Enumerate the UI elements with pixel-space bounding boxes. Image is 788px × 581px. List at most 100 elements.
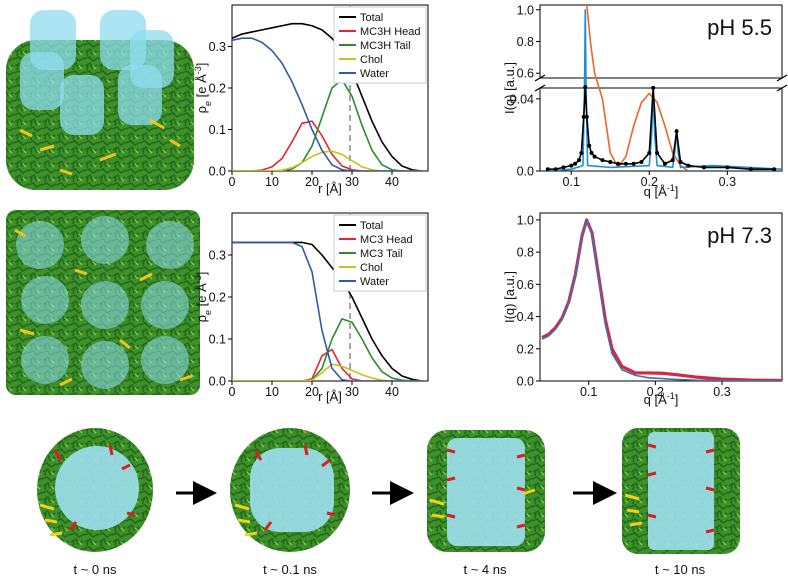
headgroup — [253, 444, 336, 531]
x-tick-label: 40 — [385, 385, 399, 399]
headgroup — [446, 448, 526, 529]
x-tick-label: 0.3 — [713, 385, 730, 399]
annotation: pH 7.3 — [707, 223, 772, 248]
x-axis-label: q [Å-1] — [644, 183, 679, 199]
series-line — [232, 37, 422, 171]
data-point — [587, 143, 592, 148]
plot-frame — [539, 212, 783, 382]
time-label: t ~ 4 ns — [464, 562, 507, 577]
legend-label: Water — [360, 68, 389, 80]
y-axis-label: I(q) [a.u.] — [502, 271, 517, 323]
data-point — [608, 159, 613, 164]
series-line — [547, 86, 775, 170]
y-axis-label: ρe [e Å-3] — [193, 272, 213, 323]
data-point — [579, 150, 584, 155]
label-part: ρ — [194, 106, 209, 113]
series-line — [232, 78, 422, 171]
data-point — [581, 114, 586, 119]
x-tick-label: 10 — [265, 175, 279, 189]
x-tick-label: 0 — [229, 385, 236, 399]
snapshot — [230, 428, 350, 552]
label-part: -3 — [193, 275, 203, 283]
y-tick-label: 0.2 — [209, 291, 226, 305]
cholesterol — [39, 503, 63, 537]
time-label: t ~ 0 ns — [74, 562, 117, 577]
y-tick-label: 0.0 — [517, 165, 534, 179]
x-tick-label: 20 — [305, 385, 319, 399]
legend-label: MC3 Head — [360, 234, 413, 246]
y-tick-label: 0.3 — [209, 40, 226, 54]
x-axis-label: r [Å] — [318, 389, 342, 404]
x-tick-label: 0.2 — [641, 175, 658, 189]
legend-label: Chol — [360, 262, 383, 274]
y-axis-label: ρe [e Å-3] — [193, 63, 213, 114]
label-part: [e Å — [194, 283, 209, 310]
water-core — [21, 336, 69, 384]
water-core — [81, 341, 129, 389]
time-label: t ~ 10 ns — [655, 562, 706, 577]
water-core — [146, 221, 194, 269]
legend-label: MC3H Tail — [360, 40, 411, 52]
label-part: -3 — [193, 66, 203, 74]
y-tick-label: 0.0 — [209, 165, 226, 179]
y-tick-label: 0.0 — [517, 375, 534, 389]
legend-label: Water — [360, 276, 389, 288]
label-part: ] — [675, 184, 679, 199]
data-point — [616, 161, 621, 166]
data-point — [670, 158, 675, 163]
legend: Total MC3 Head MC3 Tail Chol Water — [333, 214, 427, 292]
legend-label: MC3H Head — [360, 26, 421, 38]
axis-break — [776, 74, 788, 82]
plot-frame — [539, 87, 783, 172]
x-tick-label: 20 — [305, 175, 319, 189]
y-tick-label: 0.04 — [510, 92, 534, 106]
water-channel — [60, 75, 104, 135]
water-core — [250, 448, 334, 532]
y-tick-label: 0.8 — [517, 35, 534, 49]
render-cubic — [6, 210, 200, 395]
water-core — [81, 281, 129, 329]
x-tick-label: 30 — [345, 385, 359, 399]
water-core — [447, 438, 525, 546]
series-group — [232, 22, 423, 171]
series-line — [232, 120, 422, 171]
water-core — [16, 221, 64, 269]
data-point — [748, 167, 753, 171]
cholesterol — [14, 228, 193, 387]
label-part: [e Å — [194, 74, 209, 101]
x-tick-label: 0.2 — [647, 385, 664, 399]
y-tick-label: 0.2 — [517, 342, 534, 356]
x-axis-label: q [Å-1] — [644, 391, 679, 407]
label-part: e — [203, 310, 213, 315]
chart: 0.1 0.2 0.3 0.0 0.04 0.6 0.8 1.0 q [Å-1] I(q) [a.… — [502, 3, 788, 199]
x-tick-label: 0.1 — [580, 385, 597, 399]
data-point — [651, 85, 656, 90]
water-core — [81, 216, 129, 264]
series-group — [545, 5, 782, 171]
data-point — [631, 161, 636, 166]
y-tick-label: 1.0 — [517, 213, 534, 227]
data-point — [623, 161, 628, 166]
data-point — [686, 163, 691, 168]
cholesterol — [19, 118, 181, 176]
cholesterol — [624, 493, 643, 527]
data-point — [584, 114, 589, 119]
label-part: q [Å — [644, 184, 667, 199]
water-channel — [20, 52, 64, 110]
data-point — [545, 167, 550, 171]
series-group — [232, 241, 423, 381]
legend-label: Total — [360, 12, 383, 24]
y-tick-label: 0.2 — [209, 82, 226, 96]
series-line — [232, 22, 423, 171]
label-part: ] — [675, 392, 679, 407]
annotation: pH 5.5 — [707, 15, 772, 40]
y-tick-label: 0.3 — [209, 249, 226, 263]
data-point — [655, 150, 660, 155]
data-point — [600, 158, 605, 163]
label-part: ρ — [194, 315, 209, 322]
y-tick-label: 0.1 — [209, 333, 226, 347]
data-point — [772, 167, 777, 171]
label-part: q [Å — [644, 392, 667, 407]
